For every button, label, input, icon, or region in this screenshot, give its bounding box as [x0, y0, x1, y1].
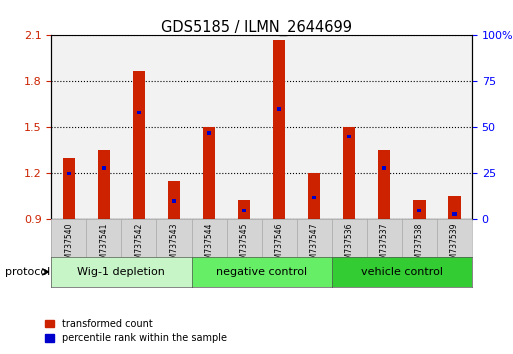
Bar [308, 173, 320, 219]
Bar [238, 200, 250, 219]
Bar [207, 131, 211, 135]
Bar [312, 196, 317, 199]
Text: GSM737541: GSM737541 [100, 222, 108, 269]
Text: vehicle control: vehicle control [361, 267, 443, 277]
Bar [378, 150, 390, 219]
Bar [382, 166, 386, 170]
Text: GSM737539: GSM737539 [450, 222, 459, 269]
Text: GSM737545: GSM737545 [240, 222, 249, 269]
Text: GSM737547: GSM737547 [310, 222, 319, 269]
Bar [203, 127, 215, 219]
Bar [98, 150, 110, 219]
Text: GSM737543: GSM737543 [169, 222, 179, 269]
Bar [137, 111, 141, 114]
Bar [413, 200, 425, 219]
Text: GDS5185 / ILMN_2644699: GDS5185 / ILMN_2644699 [161, 19, 352, 36]
Text: negative control: negative control [216, 267, 307, 277]
Text: GSM737536: GSM737536 [345, 222, 354, 269]
Bar [172, 199, 176, 203]
Bar [452, 212, 457, 216]
Legend: transformed count, percentile rank within the sample: transformed count, percentile rank withi… [41, 315, 231, 347]
Bar [277, 107, 281, 111]
Text: GSM737538: GSM737538 [415, 222, 424, 269]
Text: GSM737540: GSM737540 [64, 222, 73, 269]
Text: GSM737546: GSM737546 [274, 222, 284, 269]
Bar [273, 40, 285, 219]
Text: GSM737537: GSM737537 [380, 222, 389, 269]
Text: protocol: protocol [5, 267, 50, 277]
Bar [448, 196, 461, 219]
Bar [417, 209, 422, 212]
Text: Wig-1 depletion: Wig-1 depletion [77, 267, 165, 277]
Text: GSM737544: GSM737544 [205, 222, 213, 269]
Bar [343, 127, 356, 219]
Bar [133, 71, 145, 219]
Bar [102, 166, 106, 170]
Bar [63, 158, 75, 219]
Bar [347, 135, 351, 138]
Text: GSM737542: GSM737542 [134, 222, 144, 269]
Bar [168, 181, 180, 219]
Bar [242, 209, 246, 212]
Bar [67, 172, 71, 175]
